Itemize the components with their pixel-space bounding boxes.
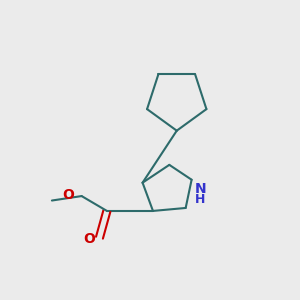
Text: O: O [62, 188, 74, 202]
Text: H: H [195, 193, 206, 206]
Text: N: N [195, 182, 206, 196]
Text: O: O [83, 232, 95, 246]
